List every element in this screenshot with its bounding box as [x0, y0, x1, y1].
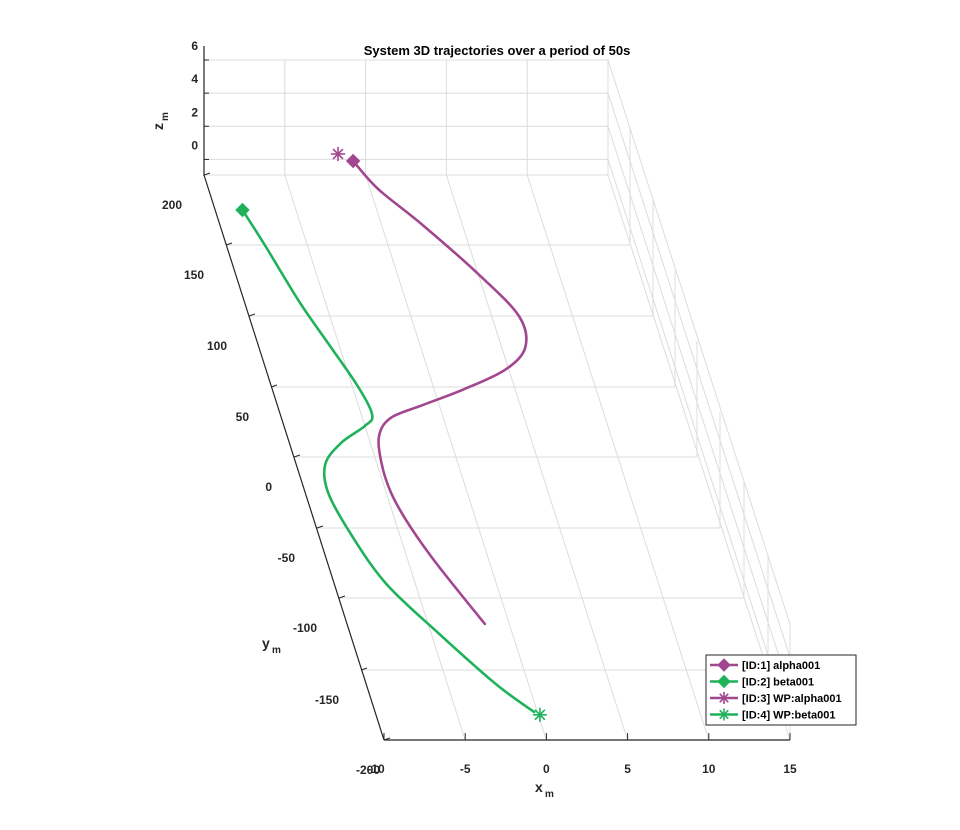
series-1 [345, 153, 528, 626]
asterisk-stroke [332, 148, 344, 160]
z-axis-label-subscript: m [160, 112, 171, 121]
grid-line-side-z [607, 92, 791, 658]
y-tick-mark [316, 525, 324, 529]
y-tick-label: 0 [265, 480, 272, 494]
x-tick-label: 0 [543, 762, 550, 776]
y-tick-label: -200 [356, 763, 380, 777]
y-axis-line [203, 174, 385, 741]
legend-asterisk-marker [718, 708, 730, 721]
legend-entry: [ID:4] WP:beta001 [710, 708, 836, 722]
tick-labels-layer: -10 -5 0 5 10 15-200-150-100-5005010015020002… [162, 39, 797, 777]
series-4 [532, 707, 547, 722]
y-axis-label: y [262, 635, 270, 651]
y-tick-mark [338, 595, 346, 599]
legend-entry: [ID:2] beta001 [710, 674, 814, 689]
legend-label: [ID:3] WP:alpha001 [742, 693, 842, 705]
y-tick-mark [203, 172, 211, 176]
x-tick-label: -5 [460, 762, 471, 776]
axes-layer [203, 46, 791, 741]
asterisk-marker [330, 147, 345, 161]
series-layer [235, 147, 547, 722]
y-tick-label: 200 [162, 198, 182, 212]
y-axis-label-subscript: m [272, 645, 281, 656]
asterisk-stroke [534, 709, 546, 721]
z-tick-label: 0 [191, 138, 198, 152]
y-tick-label: -150 [315, 693, 339, 707]
grid-line-side-z [607, 159, 791, 724]
asterisk-stroke [719, 709, 729, 720]
x-axis-label: x [535, 779, 543, 795]
x-tick-label: 15 [783, 762, 797, 776]
grid-line-side-z [607, 126, 791, 691]
grid-layer [203, 59, 791, 741]
y-tick-mark [293, 454, 301, 458]
grid-line-x [607, 174, 791, 741]
x-tick-label: 10 [702, 762, 716, 776]
series-3 [330, 147, 345, 161]
asterisk-stroke [719, 693, 729, 703]
legend-diamond-marker [717, 658, 731, 672]
z-axis-label: z [150, 123, 166, 130]
y-tick-label: -100 [293, 621, 317, 635]
legend-entry: [ID:1] alpha001 [710, 658, 820, 672]
legend-entry: [ID:3] WP:alpha001 [710, 692, 842, 705]
y-tick-mark [248, 313, 256, 317]
legend-label: [ID:1] alpha001 [742, 660, 820, 672]
z-tick-label: 4 [191, 72, 198, 86]
z-tick-label: 6 [191, 39, 198, 53]
y-tick-mark [270, 384, 278, 388]
grid-line-side-z [607, 59, 791, 625]
legend: [ID:1] alpha001 [ID:2] beta001 [ID:3] WP:a… [705, 654, 857, 726]
chart-title: System 3D trajectories over a period of … [364, 43, 631, 58]
z-tick-label: 2 [191, 105, 198, 119]
series-line [241, 208, 536, 714]
y-tick-label: 50 [236, 410, 250, 424]
diamond-marker [235, 202, 250, 218]
z-axis-label-group: z m [150, 112, 171, 130]
y-tick-label: 150 [184, 268, 204, 282]
asterisk-marker [532, 707, 547, 722]
x-tick-label: -10 [367, 762, 385, 776]
grid-line-x [526, 174, 710, 741]
x-tick-label: 5 [624, 762, 631, 776]
y-tick-mark [383, 737, 391, 741]
y-tick-mark [225, 242, 233, 246]
grid-line-x [365, 174, 547, 741]
series-line [351, 159, 528, 626]
grid-line-x [445, 174, 629, 741]
diamond-marker [345, 153, 361, 169]
grid-line-x [284, 174, 466, 741]
y-tick-label: -50 [278, 551, 296, 565]
legend-label: [ID:2] beta001 [742, 677, 814, 689]
series-2 [235, 202, 536, 714]
legend-diamond-marker [717, 674, 731, 689]
y-tick-mark [360, 667, 368, 671]
y-tick-label: 100 [207, 339, 227, 353]
x-axis-label-subscript: m [545, 789, 554, 800]
legend-asterisk-marker [718, 692, 730, 704]
legend-label: [ID:4] WP:beta001 [742, 710, 836, 722]
